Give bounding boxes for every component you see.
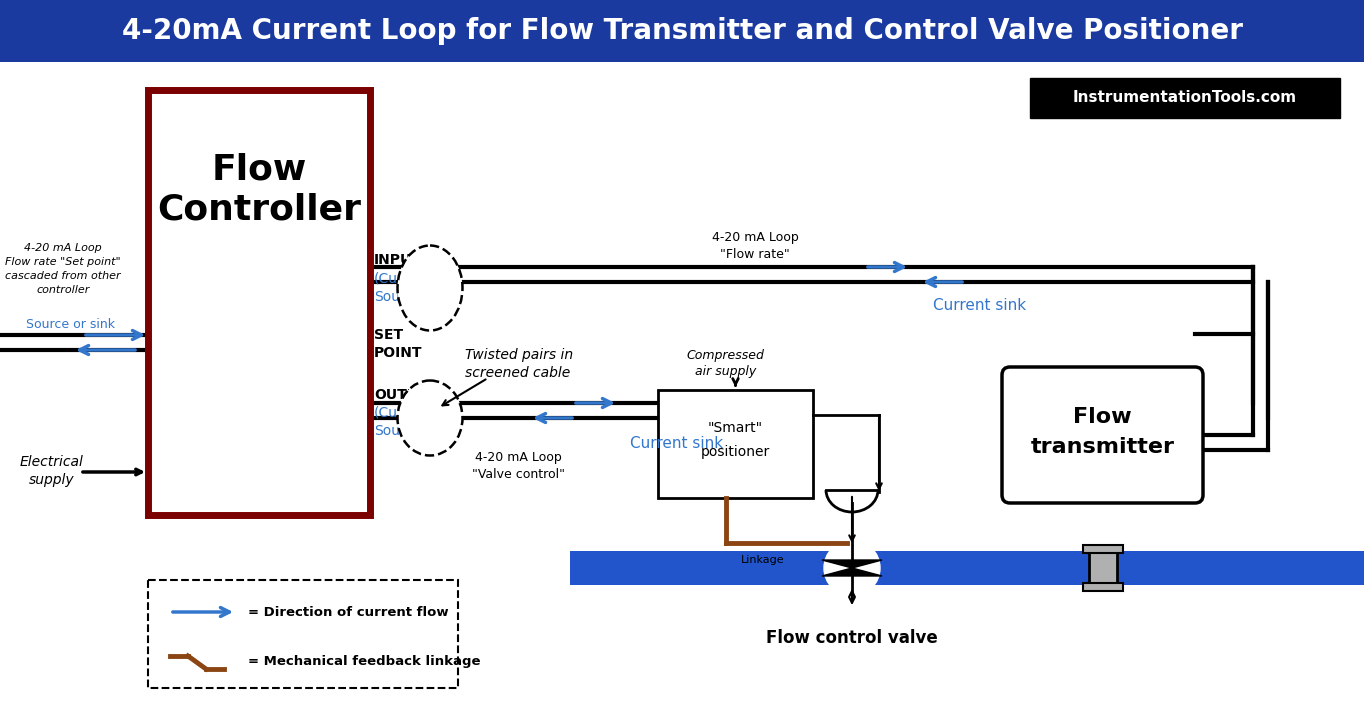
Text: INPUT: INPUT: [374, 253, 421, 267]
Ellipse shape: [397, 380, 462, 455]
Circle shape: [824, 540, 880, 596]
Text: POINT: POINT: [374, 346, 423, 360]
Text: positioner: positioner: [701, 445, 771, 459]
Text: Source): Source): [374, 424, 427, 438]
Bar: [1083, 545, 1123, 553]
Bar: [1088, 549, 1117, 583]
Text: Flow: Flow: [211, 153, 307, 187]
Text: (Current: (Current: [374, 406, 432, 420]
Polygon shape: [822, 568, 883, 576]
Text: Flow: Flow: [1073, 407, 1132, 427]
Text: "Flow rate": "Flow rate": [720, 248, 790, 261]
Text: = Direction of current flow: = Direction of current flow: [248, 605, 449, 619]
Text: Electrical: Electrical: [20, 455, 85, 469]
Text: Current sink: Current sink: [933, 297, 1027, 312]
Text: screened cable: screened cable: [465, 366, 570, 380]
Text: 4-20 mA Loop: 4-20 mA Loop: [475, 452, 562, 464]
Bar: [570, 551, 1364, 585]
Text: "Smart": "Smart": [708, 421, 762, 435]
Text: Compressed: Compressed: [686, 350, 764, 362]
Text: "Valve control": "Valve control": [472, 469, 565, 481]
Text: Linkage: Linkage: [741, 555, 784, 565]
Text: Source): Source): [374, 289, 427, 303]
Text: OUTPUT: OUTPUT: [374, 388, 438, 402]
Text: Controller: Controller: [157, 193, 361, 227]
Text: SET: SET: [374, 328, 404, 342]
Text: Current sink: Current sink: [630, 435, 723, 450]
Bar: [1083, 583, 1123, 591]
Text: 4-20 mA Loop: 4-20 mA Loop: [712, 232, 798, 244]
Text: InstrumentationTools.com: InstrumentationTools.com: [1073, 91, 1297, 105]
Text: 4-20 mA Loop: 4-20 mA Loop: [25, 243, 102, 253]
Text: Twisted pairs in: Twisted pairs in: [465, 348, 573, 362]
Text: air supply: air supply: [694, 365, 756, 379]
Polygon shape: [822, 560, 883, 568]
FancyBboxPatch shape: [1003, 367, 1203, 503]
Bar: [149, 580, 458, 688]
Bar: [1030, 78, 1339, 118]
Text: supply: supply: [29, 473, 75, 487]
Bar: [657, 390, 813, 498]
Text: Flow control valve: Flow control valve: [767, 629, 938, 647]
Ellipse shape: [397, 246, 462, 331]
Text: cascaded from other: cascaded from other: [5, 271, 121, 281]
Bar: [149, 90, 370, 515]
Text: Source or sink: Source or sink: [26, 319, 115, 331]
Bar: [0, 0, 1364, 62]
Text: = Mechanical feedback linkage: = Mechanical feedback linkage: [248, 656, 480, 668]
Text: (Current: (Current: [374, 271, 432, 285]
Text: Flow rate "Set point": Flow rate "Set point": [5, 257, 121, 267]
Text: transmitter: transmitter: [1030, 437, 1174, 457]
Text: controller: controller: [37, 285, 90, 295]
Text: 4-20mA Current Loop for Flow Transmitter and Control Valve Positioner: 4-20mA Current Loop for Flow Transmitter…: [121, 17, 1243, 45]
